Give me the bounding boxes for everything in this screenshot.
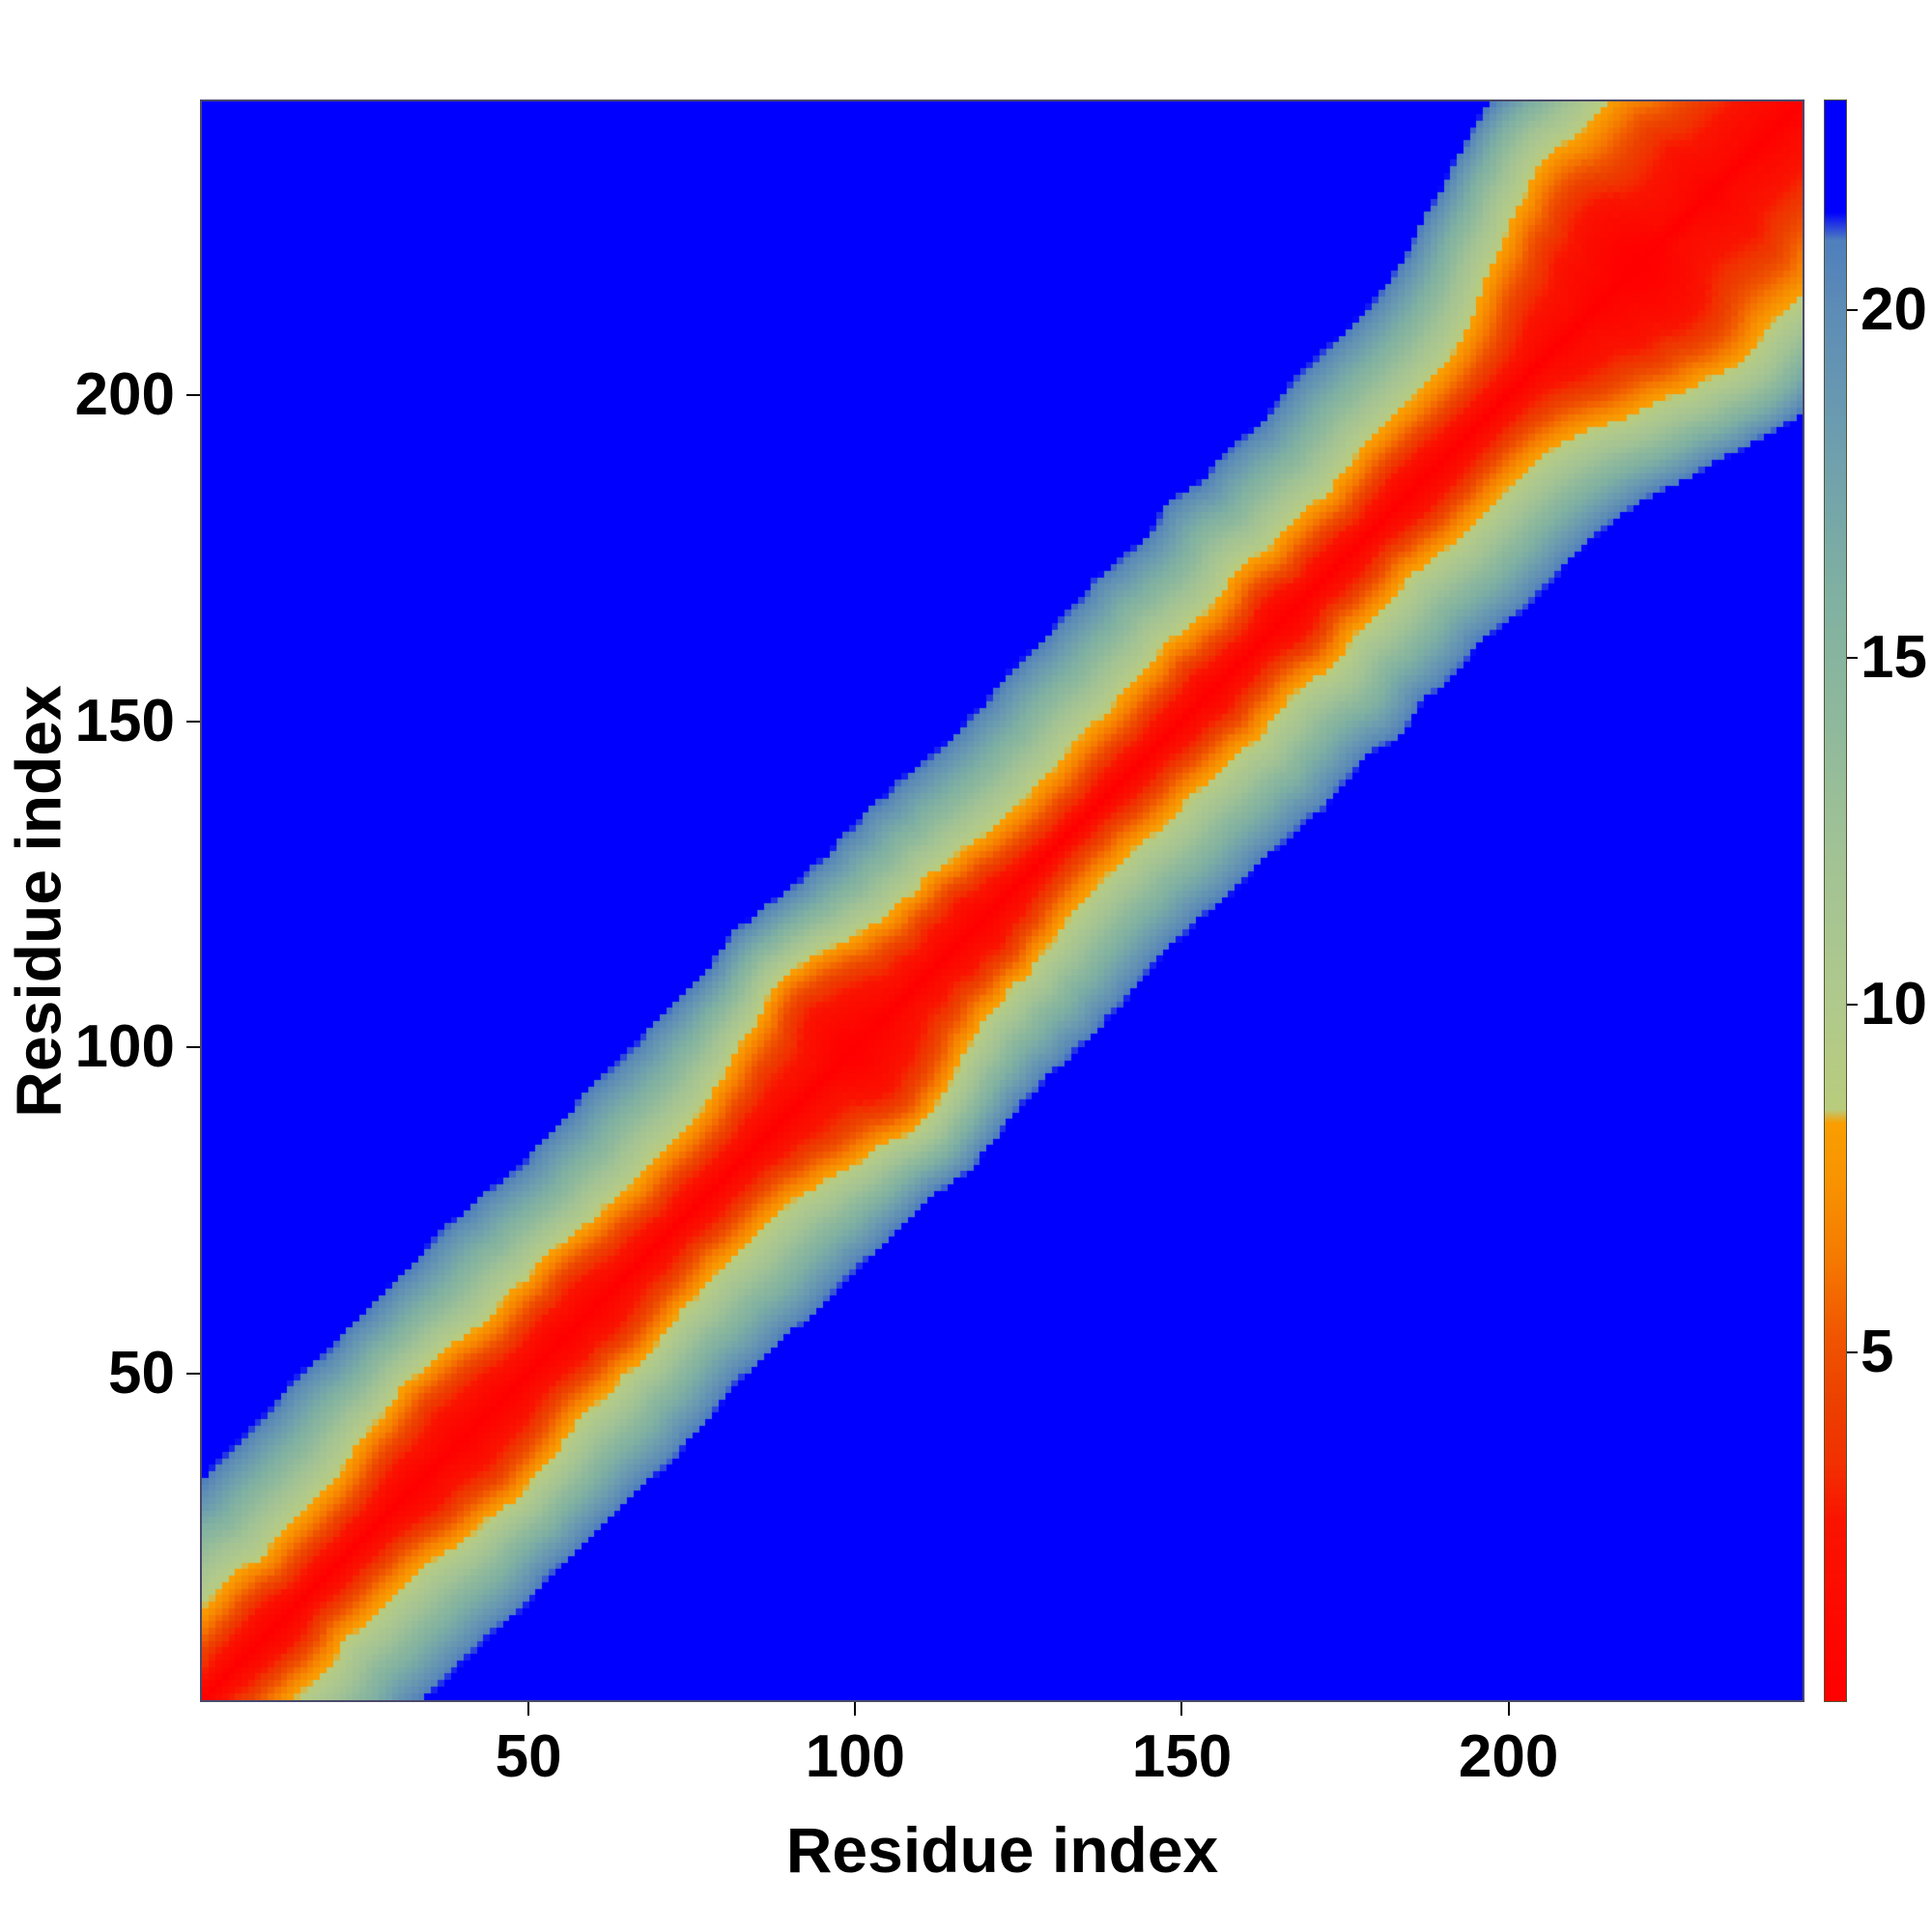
y-axis-tick-label: 200 xyxy=(74,360,175,428)
colorbar-tick-label: 20 xyxy=(1861,275,1927,343)
heatmap-image xyxy=(202,101,1803,1700)
y-axis-tick-label: 150 xyxy=(74,687,175,754)
y-axis-title: Residue index xyxy=(0,99,77,1702)
y-axis-tick xyxy=(186,1373,200,1376)
y-axis-tick xyxy=(186,1046,200,1049)
y-axis-tick xyxy=(186,720,200,723)
y-axis-tick xyxy=(186,393,200,396)
colorbar-gradient xyxy=(1825,100,1846,1701)
y-axis-tick-label: 50 xyxy=(108,1340,175,1407)
colorbar-tick-label: 5 xyxy=(1861,1319,1894,1386)
x-axis-tick-label: 100 xyxy=(805,1723,906,1790)
colorbar-tick xyxy=(1847,1004,1858,1007)
x-axis-tick-label: 50 xyxy=(495,1723,562,1790)
colorbar-tick-label: 15 xyxy=(1861,623,1927,691)
x-axis-tick xyxy=(854,1702,857,1716)
y-axis-title-text: Residue index xyxy=(3,684,74,1118)
colorbar-tick xyxy=(1847,308,1858,311)
x-axis-tick xyxy=(527,1702,530,1716)
x-axis-tick-label: 150 xyxy=(1131,1723,1233,1790)
colorbar-tick xyxy=(1847,1351,1858,1354)
x-axis-title: Residue index xyxy=(785,1814,1219,1886)
colorbar-tick-label: 10 xyxy=(1861,971,1927,1038)
x-axis-tick-label: 200 xyxy=(1458,1723,1559,1790)
x-axis-tick xyxy=(1180,1702,1183,1716)
colorbar-tick xyxy=(1847,656,1858,659)
x-axis-tick xyxy=(1507,1702,1510,1716)
colorbar xyxy=(1824,99,1847,1702)
y-axis-tick-label: 100 xyxy=(74,1013,175,1081)
heatmap-plot-area xyxy=(200,99,1804,1702)
